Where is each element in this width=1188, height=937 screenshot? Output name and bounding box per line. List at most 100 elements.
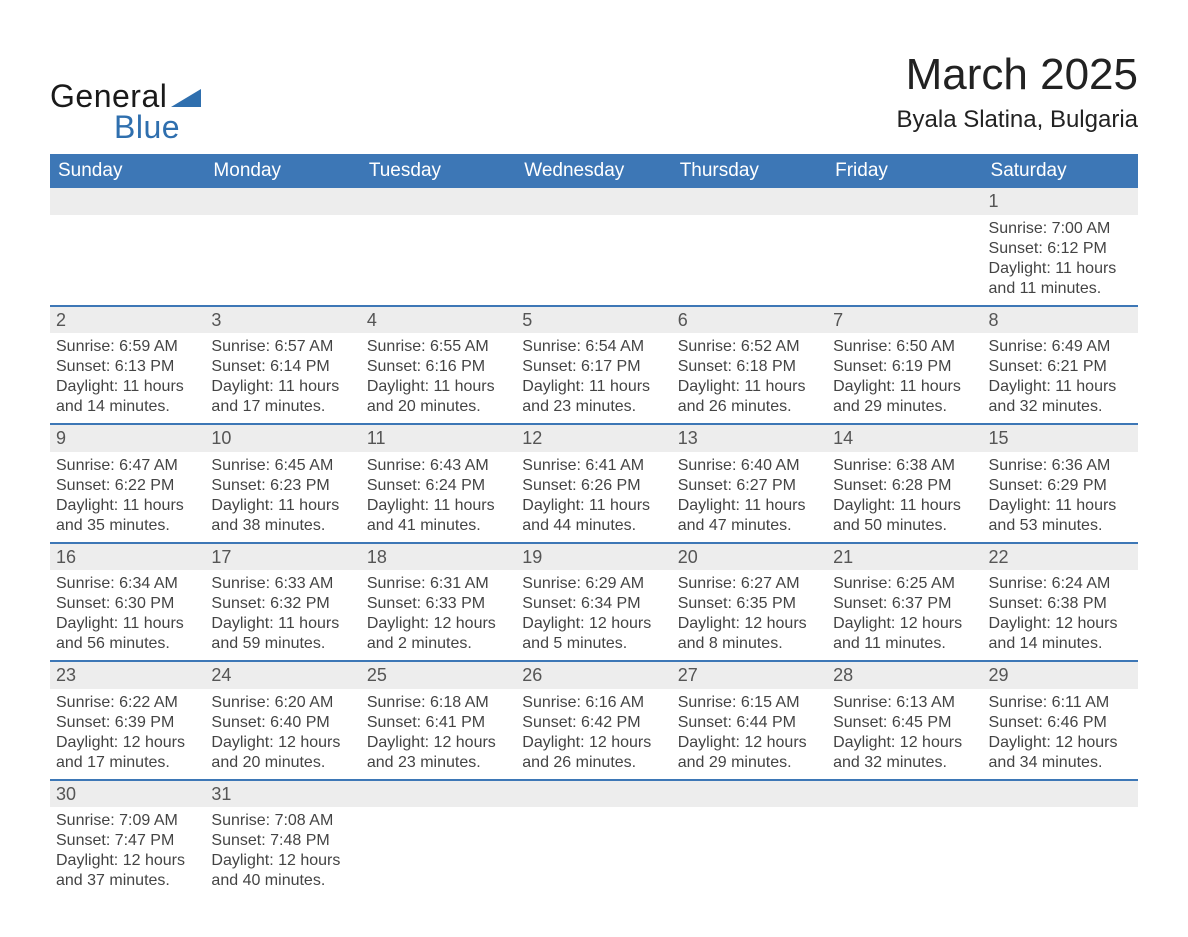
day-header: Saturday xyxy=(983,154,1138,188)
sunrise-text: Sunrise: 6:16 AM xyxy=(522,693,665,713)
day-number: 9 xyxy=(50,425,205,452)
day-number: 31 xyxy=(205,781,360,808)
sunrise-text: Sunrise: 6:15 AM xyxy=(678,693,821,713)
calendar-cell: 31Sunrise: 7:08 AMSunset: 7:48 PMDayligh… xyxy=(205,780,360,898)
calendar-cell: 19Sunrise: 6:29 AMSunset: 6:34 PMDayligh… xyxy=(516,543,671,662)
sunrise-text: Sunrise: 6:36 AM xyxy=(989,456,1132,476)
day-header: Friday xyxy=(827,154,982,188)
day-number: 1 xyxy=(983,188,1138,215)
calendar-cell xyxy=(361,188,516,306)
day-number: 13 xyxy=(672,425,827,452)
location: Byala Slatina, Bulgaria xyxy=(897,106,1138,134)
calendar-cell: 5Sunrise: 6:54 AMSunset: 6:17 PMDaylight… xyxy=(516,306,671,425)
day-header: Tuesday xyxy=(361,154,516,188)
day-number: 4 xyxy=(361,307,516,334)
day-blank xyxy=(672,215,827,295)
day-number xyxy=(516,188,671,215)
sunrise-text: Sunrise: 6:22 AM xyxy=(56,693,199,713)
day-details: Sunrise: 6:16 AMSunset: 6:42 PMDaylight:… xyxy=(516,689,671,779)
daylight-text: Daylight: 11 hours and 44 minutes. xyxy=(522,496,665,536)
sunset-text: Sunset: 6:12 PM xyxy=(989,239,1132,259)
sunrise-text: Sunrise: 6:41 AM xyxy=(522,456,665,476)
day-details: Sunrise: 6:41 AMSunset: 6:26 PMDaylight:… xyxy=(516,452,671,542)
calendar-week-row: 1Sunrise: 7:00 AMSunset: 6:12 PMDaylight… xyxy=(50,188,1138,306)
day-blank xyxy=(516,215,671,295)
sunrise-text: Sunrise: 6:33 AM xyxy=(211,574,354,594)
sunrise-text: Sunrise: 6:38 AM xyxy=(833,456,976,476)
daylight-text: Daylight: 12 hours and 37 minutes. xyxy=(56,851,199,891)
sunrise-text: Sunrise: 7:08 AM xyxy=(211,811,354,831)
day-number: 24 xyxy=(205,662,360,689)
day-number: 28 xyxy=(827,662,982,689)
sunset-text: Sunset: 6:14 PM xyxy=(211,357,354,377)
day-blank xyxy=(672,807,827,817)
sunrise-text: Sunrise: 6:55 AM xyxy=(367,337,510,357)
calendar-week-row: 30Sunrise: 7:09 AMSunset: 7:47 PMDayligh… xyxy=(50,780,1138,898)
calendar-cell: 21Sunrise: 6:25 AMSunset: 6:37 PMDayligh… xyxy=(827,543,982,662)
day-number: 30 xyxy=(50,781,205,808)
day-blank xyxy=(827,215,982,295)
calendar-cell: 3Sunrise: 6:57 AMSunset: 6:14 PMDaylight… xyxy=(205,306,360,425)
calendar-cell: 22Sunrise: 6:24 AMSunset: 6:38 PMDayligh… xyxy=(983,543,1138,662)
day-details: Sunrise: 6:15 AMSunset: 6:44 PMDaylight:… xyxy=(672,689,827,779)
sunrise-text: Sunrise: 6:13 AM xyxy=(833,693,976,713)
daylight-text: Daylight: 11 hours and 20 minutes. xyxy=(367,377,510,417)
day-number: 6 xyxy=(672,307,827,334)
day-number xyxy=(827,188,982,215)
daylight-text: Daylight: 11 hours and 23 minutes. xyxy=(522,377,665,417)
daylight-text: Daylight: 11 hours and 59 minutes. xyxy=(211,614,354,654)
day-details: Sunrise: 6:25 AMSunset: 6:37 PMDaylight:… xyxy=(827,570,982,660)
day-number xyxy=(983,781,1138,808)
calendar-cell: 8Sunrise: 6:49 AMSunset: 6:21 PMDaylight… xyxy=(983,306,1138,425)
sunrise-text: Sunrise: 6:54 AM xyxy=(522,337,665,357)
day-blank xyxy=(516,807,671,817)
sunrise-text: Sunrise: 6:50 AM xyxy=(833,337,976,357)
day-number xyxy=(361,781,516,808)
day-details: Sunrise: 6:24 AMSunset: 6:38 PMDaylight:… xyxy=(983,570,1138,660)
calendar-cell: 26Sunrise: 6:16 AMSunset: 6:42 PMDayligh… xyxy=(516,661,671,780)
sunset-text: Sunset: 6:40 PM xyxy=(211,713,354,733)
sunrise-text: Sunrise: 6:25 AM xyxy=(833,574,976,594)
day-details: Sunrise: 6:45 AMSunset: 6:23 PMDaylight:… xyxy=(205,452,360,542)
day-details: Sunrise: 6:34 AMSunset: 6:30 PMDaylight:… xyxy=(50,570,205,660)
day-number: 29 xyxy=(983,662,1138,689)
sunset-text: Sunset: 6:37 PM xyxy=(833,594,976,614)
day-details: Sunrise: 7:09 AMSunset: 7:47 PMDaylight:… xyxy=(50,807,205,897)
daylight-text: Daylight: 11 hours and 11 minutes. xyxy=(989,259,1132,299)
calendar-cell xyxy=(516,780,671,898)
top-row: General Blue March 2025 Byala Slatina, B… xyxy=(50,50,1138,146)
sunset-text: Sunset: 7:48 PM xyxy=(211,831,354,851)
calendar-week-row: 23Sunrise: 6:22 AMSunset: 6:39 PMDayligh… xyxy=(50,661,1138,780)
daylight-text: Daylight: 12 hours and 23 minutes. xyxy=(367,733,510,773)
daylight-text: Daylight: 11 hours and 32 minutes. xyxy=(989,377,1132,417)
logo-blue-text: Blue xyxy=(114,109,201,146)
daylight-text: Daylight: 11 hours and 56 minutes. xyxy=(56,614,199,654)
daylight-text: Daylight: 12 hours and 2 minutes. xyxy=(367,614,510,654)
day-number: 15 xyxy=(983,425,1138,452)
sunrise-text: Sunrise: 6:45 AM xyxy=(211,456,354,476)
day-number xyxy=(516,781,671,808)
daylight-text: Daylight: 12 hours and 11 minutes. xyxy=(833,614,976,654)
calendar-body: 1Sunrise: 7:00 AMSunset: 6:12 PMDaylight… xyxy=(50,188,1138,897)
day-number: 25 xyxy=(361,662,516,689)
day-number xyxy=(672,188,827,215)
daylight-text: Daylight: 11 hours and 38 minutes. xyxy=(211,496,354,536)
day-number: 23 xyxy=(50,662,205,689)
day-details: Sunrise: 6:47 AMSunset: 6:22 PMDaylight:… xyxy=(50,452,205,542)
day-number xyxy=(361,188,516,215)
day-blank xyxy=(361,215,516,295)
daylight-text: Daylight: 11 hours and 50 minutes. xyxy=(833,496,976,536)
sunrise-text: Sunrise: 6:11 AM xyxy=(989,693,1132,713)
day-number: 16 xyxy=(50,544,205,571)
day-number: 10 xyxy=(205,425,360,452)
daylight-text: Daylight: 11 hours and 35 minutes. xyxy=(56,496,199,536)
sunset-text: Sunset: 6:27 PM xyxy=(678,476,821,496)
day-details: Sunrise: 6:50 AMSunset: 6:19 PMDaylight:… xyxy=(827,333,982,423)
sunrise-text: Sunrise: 6:24 AM xyxy=(989,574,1132,594)
day-details: Sunrise: 6:29 AMSunset: 6:34 PMDaylight:… xyxy=(516,570,671,660)
calendar-cell: 18Sunrise: 6:31 AMSunset: 6:33 PMDayligh… xyxy=(361,543,516,662)
calendar-cell: 10Sunrise: 6:45 AMSunset: 6:23 PMDayligh… xyxy=(205,424,360,543)
calendar-cell: 16Sunrise: 6:34 AMSunset: 6:30 PMDayligh… xyxy=(50,543,205,662)
daylight-text: Daylight: 12 hours and 5 minutes. xyxy=(522,614,665,654)
day-details: Sunrise: 6:43 AMSunset: 6:24 PMDaylight:… xyxy=(361,452,516,542)
